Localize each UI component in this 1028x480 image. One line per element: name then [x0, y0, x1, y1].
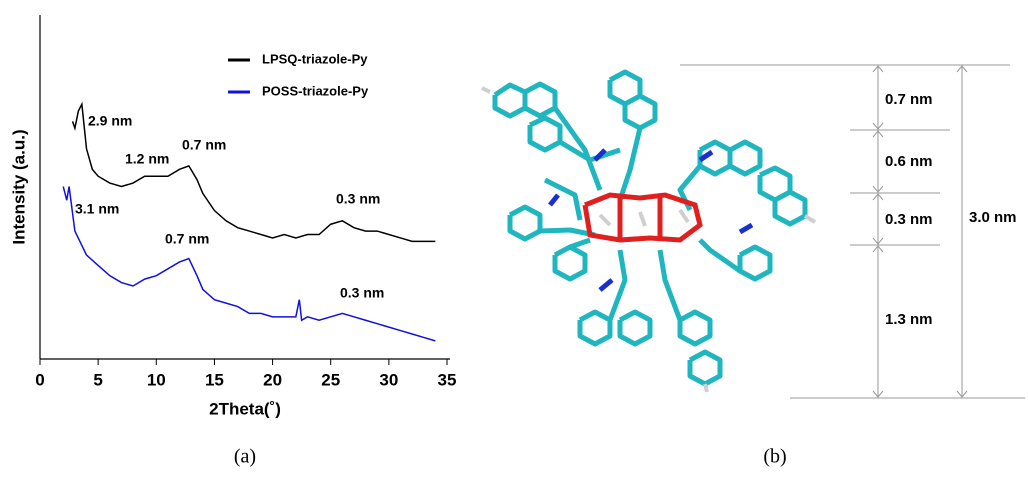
x-tick-label: 20 — [263, 370, 282, 389]
annotation: 2.9 nm — [88, 113, 132, 129]
molecule-model — [482, 72, 815, 392]
panel-label: (a) — [234, 446, 256, 468]
dimension-label: 1.3 nm — [885, 311, 933, 328]
dimension-label: 3.0 nm — [969, 209, 1017, 226]
annotation: 1.2 nm — [125, 151, 169, 167]
dimension-lines — [680, 65, 1025, 398]
y-axis-label: Intensity (a.u.) — [9, 129, 28, 244]
x-tick-label: 30 — [379, 370, 398, 389]
legend-label: POSS-triazole-Py — [262, 83, 369, 98]
dimension-label: 0.6 nm — [885, 153, 933, 170]
x-tick-label: 35 — [438, 370, 457, 389]
annotation: 0.7 nm — [182, 137, 226, 153]
x-tick-label: 25 — [321, 370, 340, 389]
dimension-label: 0.7 nm — [885, 91, 933, 108]
annotation: 0.3 nm — [336, 191, 380, 207]
annotation: 0.3 nm — [340, 285, 384, 301]
annotation: 0.7 nm — [165, 231, 209, 247]
x-tick-label: 0 — [35, 370, 44, 389]
x-tick-label: 5 — [93, 370, 102, 389]
figure: 2Theta(˚) Intensity (a.u.) (a) (b) — [0, 0, 1028, 475]
annotation: 3.1 nm — [75, 201, 119, 217]
x-axis-label: 2Theta(˚) — [209, 399, 281, 418]
dimension-label: 0.3 nm — [885, 211, 933, 228]
panel-label: (b) — [763, 446, 786, 468]
legend-label: LPSQ-triazole-Py — [262, 51, 368, 66]
x-tick-label: 10 — [147, 370, 166, 389]
x-tick-label: 15 — [205, 370, 224, 389]
